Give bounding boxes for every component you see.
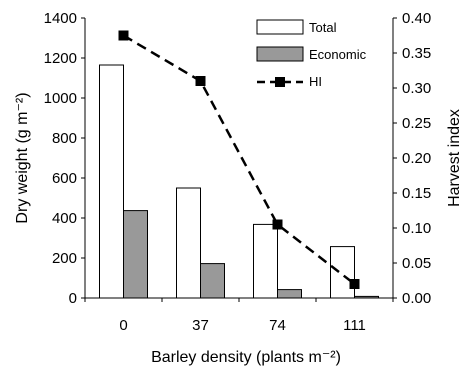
x-tick-label-74: 74 [269,317,286,334]
legend-label-hi: HI [309,74,322,89]
y2-tick-label-0.10: 0.10 [402,220,431,237]
y2-tick-label-0.20: 0.20 [402,150,431,167]
y-tick-label-1400: 1400 [44,10,77,27]
bar-total-74 [253,223,278,299]
y-axis-title: Dry weight (g m⁻²) [14,92,31,223]
legend-swatch-economic [256,46,304,62]
y-tick-label-600: 600 [52,170,77,187]
x-axis-title: Barley density (plants m⁻²) [151,349,341,366]
y2-tick-label-0.35: 0.35 [402,45,431,62]
y-tick-label-0: 0 [69,290,77,307]
legend-label-total: Total [309,20,337,35]
y-tick-label-800: 800 [52,130,77,147]
bar-total-111 [330,246,355,299]
y2-tick-label-0.05: 0.05 [402,255,431,272]
y2-tick-label-0.40: 0.40 [402,10,431,27]
y2-tick-label-0.15: 0.15 [402,185,431,202]
bar-total-0 [99,64,124,299]
y-tick-label-1200: 1200 [44,50,77,67]
y-tick-label-1000: 1000 [44,90,77,107]
bar-economic-37 [200,263,225,299]
legend-label-economic: Economic [309,47,367,62]
bar-economic-74 [277,289,302,299]
hi-marker-0 [118,30,129,41]
y2-tick-label-0.25: 0.25 [402,115,431,132]
legend-swatch-total [256,19,304,35]
y2-tick-label-0.00: 0.00 [402,290,431,307]
x-tick-label-37: 37 [192,317,209,334]
y-tick-label-200: 200 [52,250,77,267]
hi-marker-111 [349,279,360,289]
hi-line-layer [118,30,360,289]
y-tick-label-400: 400 [52,210,77,227]
y2-tick-label-0.30: 0.30 [402,80,431,97]
hi-marker-37 [195,76,206,86]
legend-swatch-hi-marker [275,77,285,87]
bar-total-37 [176,187,201,299]
y2-axis-title: Harvest index [446,109,463,207]
x-tick-label-111: 111 [343,317,366,334]
hi-marker-74 [272,219,283,230]
legend: Total Economic HI [256,19,367,89]
bar-economic-0 [123,210,148,299]
bars-layer [99,64,379,299]
ticks-layer: 0 200 400 600 800 1000 1200 1400 0.00 0.05 0.10 0.1… [44,10,432,334]
x-tick-label-0: 0 [119,317,127,334]
hi-line [122,34,356,285]
